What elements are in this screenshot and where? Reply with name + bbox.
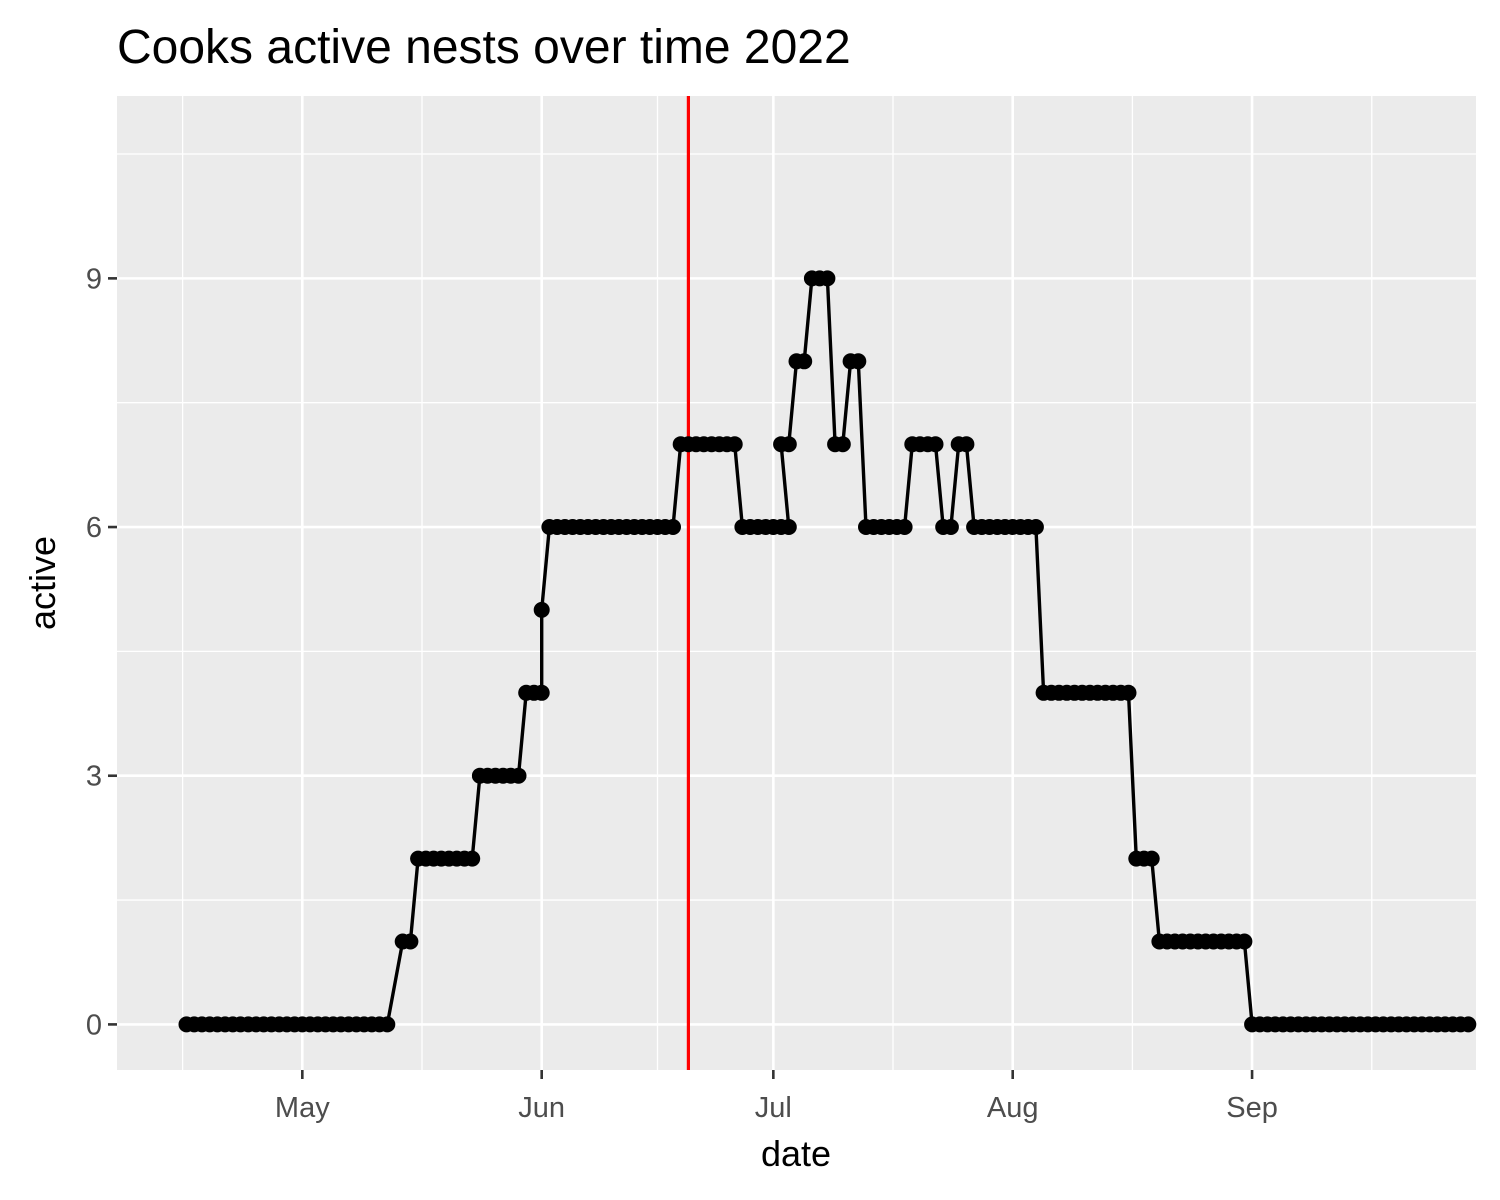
data-point — [780, 436, 797, 453]
data-point — [379, 1016, 396, 1033]
x-tick-label: Sep — [1226, 1092, 1278, 1124]
data-point — [927, 436, 944, 453]
x-tick-label: May — [275, 1092, 330, 1124]
data-point — [1460, 1016, 1477, 1033]
data-point — [533, 601, 550, 618]
chart-title: Cooks active nests over time 2022 — [117, 21, 851, 74]
data-point — [665, 519, 681, 535]
series-layer — [178, 270, 1477, 1033]
data-point — [896, 519, 913, 535]
data-point — [464, 850, 481, 867]
data-point — [1236, 933, 1253, 950]
data-point — [850, 353, 867, 370]
y-tick-label: 6 — [86, 512, 102, 544]
data-point — [819, 270, 836, 287]
data-point — [942, 519, 959, 535]
x-tick-label: Jun — [518, 1092, 565, 1124]
y-axis-title: active — [22, 536, 63, 630]
data-point — [510, 767, 527, 784]
y-tick-label: 9 — [86, 263, 102, 295]
data-point — [780, 519, 797, 535]
data-point — [834, 436, 851, 453]
data-point — [533, 684, 550, 701]
data-point — [796, 353, 813, 370]
y-tick-label: 3 — [86, 761, 102, 793]
x-tick-label: Jul — [755, 1092, 792, 1124]
data-point — [1027, 519, 1044, 535]
plot-panel — [117, 96, 1476, 1070]
y-tick-label: 0 — [86, 1009, 102, 1041]
data-point — [402, 933, 419, 950]
data-point — [726, 436, 743, 453]
data-point — [1120, 684, 1137, 701]
data-point — [958, 436, 975, 453]
axes: 0 3 6 9 May Jun Jul Aug Sep — [86, 263, 1278, 1124]
x-tick-label: Aug — [987, 1092, 1039, 1124]
x-axis-title: date — [761, 1133, 831, 1174]
grid-minor — [117, 96, 1476, 1070]
data-point — [1143, 850, 1160, 867]
